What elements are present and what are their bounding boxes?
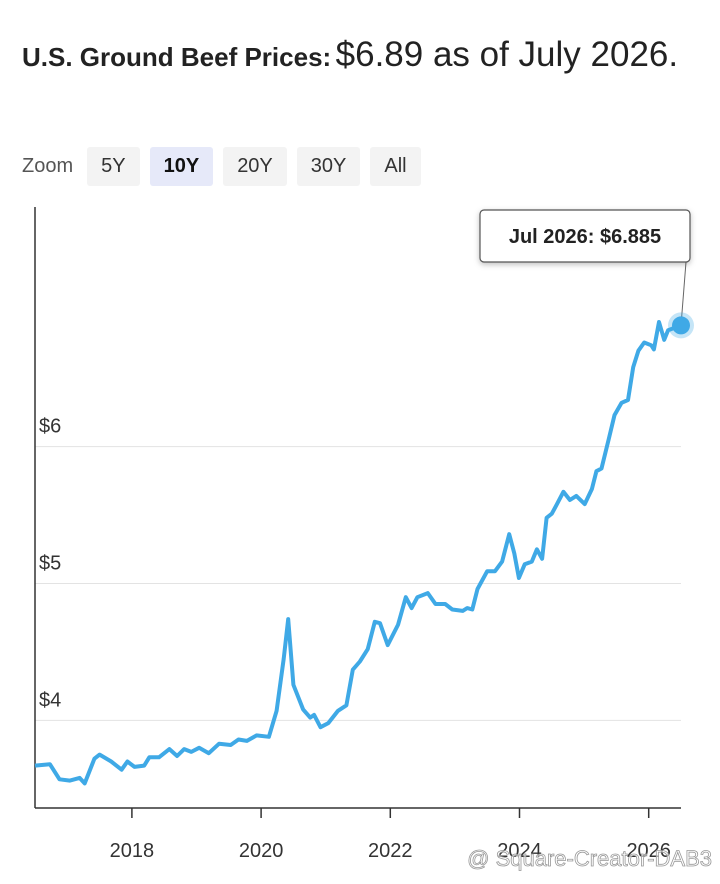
title-value: $6.89 as of July 2026. bbox=[335, 35, 679, 74]
y-tick-label: $5 bbox=[39, 552, 61, 574]
x-tick-label: 2024 bbox=[497, 840, 542, 862]
tooltip-box bbox=[479, 209, 691, 263]
y-tick-label: $4 bbox=[39, 689, 61, 711]
zoom-button[interactable]: 5Y bbox=[87, 146, 140, 186]
tooltip-connector bbox=[680, 261, 687, 326]
zoom-button[interactable]: 30Y bbox=[296, 146, 361, 186]
watermark: @ Square-Creator-DAB3 bbox=[467, 846, 712, 871]
x-tick-label: 2018 bbox=[110, 840, 155, 862]
tooltip-text: Jul 2026: $6.885 bbox=[509, 226, 661, 248]
zoom-button[interactable]: 20Y bbox=[223, 146, 287, 186]
y-tick-label: $6 bbox=[39, 416, 61, 438]
zoom-bar: Zoom 5Y 10Y 20Y 30Y All bbox=[22, 146, 421, 186]
zoom-button[interactable]: All bbox=[370, 146, 421, 186]
price-line bbox=[34, 320, 682, 786]
x-tick-label: 2022 bbox=[368, 840, 413, 862]
zoom-label: Zoom bbox=[22, 154, 74, 177]
x-tick-label: 2026 bbox=[626, 840, 671, 862]
x-tick-label: 2020 bbox=[239, 840, 284, 862]
zoom-button[interactable]: 10Y bbox=[149, 146, 214, 186]
highlight-point bbox=[672, 316, 690, 335]
title-lead: U.S. Ground Beef Prices: bbox=[22, 42, 332, 72]
title: U.S. Ground Beef Prices: $6.89 as of Jul… bbox=[22, 30, 702, 87]
